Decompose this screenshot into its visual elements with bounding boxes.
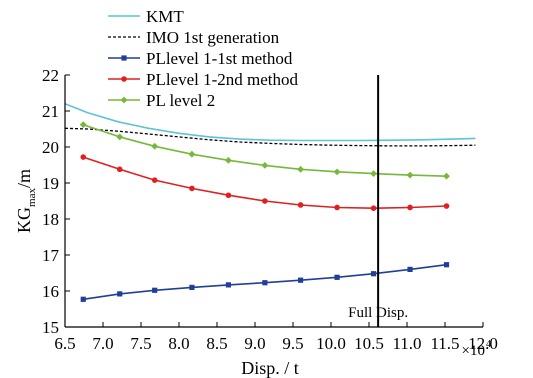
- series-1: [64, 103, 476, 142]
- data-point-marker: [334, 274, 340, 280]
- data-point-marker: [407, 204, 413, 211]
- x-tick-label: 9.0: [244, 334, 265, 353]
- data-point-marker: [297, 202, 304, 208]
- legend-item: KMT: [108, 7, 184, 26]
- y-tick-label: 18: [42, 210, 59, 229]
- y-tick-label: 19: [42, 174, 59, 193]
- data-point-marker: [225, 156, 232, 164]
- legend-item: PL level 2: [108, 91, 215, 110]
- series-4: [80, 154, 450, 211]
- data-point-marker: [443, 203, 450, 209]
- data-point-marker: [80, 154, 87, 160]
- x-tick-label: 11.5: [430, 334, 459, 353]
- series-2: [64, 127, 476, 147]
- x-tick-label: 12.0: [468, 334, 498, 353]
- legend-label: PL level 2: [146, 91, 215, 110]
- y-tick-label: 16: [42, 282, 59, 301]
- y-tick-label: 15: [42, 318, 59, 337]
- data-point-marker: [116, 166, 123, 173]
- legend-label: IMO 1st generation: [146, 28, 280, 47]
- series-3: [80, 262, 450, 302]
- full-disp-reference: Full Disp.: [348, 75, 408, 327]
- data-point-marker: [225, 282, 231, 288]
- data-point-marker: [370, 205, 377, 211]
- x-axis-label: Disp. / t: [241, 358, 299, 378]
- y-tick-label: 20: [42, 138, 59, 157]
- x-tick-label: 7.0: [92, 334, 113, 353]
- data-point-marker: [151, 142, 159, 150]
- data-point-marker: [333, 168, 341, 176]
- x-tick-label: 11.0: [392, 334, 421, 353]
- series-line: [64, 103, 476, 142]
- data-point-marker: [151, 177, 158, 183]
- data-point-marker: [189, 284, 195, 290]
- y-label-main: KG: [14, 207, 34, 233]
- data-point-marker: [80, 296, 86, 302]
- data-point-marker: [116, 133, 124, 141]
- series-layer: [64, 103, 476, 302]
- full-disp-label: Full Disp.: [348, 305, 408, 321]
- data-point-marker: [334, 204, 340, 211]
- y-label-unit: /m: [14, 169, 34, 188]
- data-point-marker: [152, 287, 158, 293]
- data-point-marker: [79, 121, 87, 129]
- x-scale-exponent: 4: [486, 339, 491, 350]
- data-point-marker: [189, 185, 195, 192]
- legend-label: KMT: [146, 7, 184, 26]
- data-point-marker: [443, 172, 450, 180]
- x-tick-label: 10.5: [354, 334, 384, 353]
- data-point-marker: [370, 170, 377, 178]
- svg-text:KGmax/m: KGmax/m: [14, 169, 38, 233]
- y-label-sub: max: [26, 188, 38, 207]
- x-tick-label: 10.0: [316, 334, 346, 353]
- legend-label: PLlevel 1-1st method: [146, 49, 293, 68]
- x-tick-label: 6.5: [54, 334, 75, 353]
- legend: KMT IMO 1st generation PLlevel 1-1st metho…: [108, 7, 299, 110]
- legend-item: PLlevel 1-2nd method: [108, 70, 299, 89]
- legend-item: PLlevel 1-1st method: [108, 49, 293, 68]
- x-tick-label: 8.5: [206, 334, 227, 353]
- y-tick-label: 17: [42, 246, 60, 265]
- data-point-marker: [261, 161, 269, 169]
- data-point-marker: [370, 271, 377, 277]
- data-point-marker: [297, 165, 304, 173]
- data-point-marker: [117, 291, 123, 297]
- data-point-marker: [407, 266, 413, 272]
- data-point-marker: [121, 55, 127, 61]
- data-point-marker: [262, 198, 268, 204]
- y-tick-label: 21: [42, 102, 59, 121]
- ticks: 6.5 7.0 7.5 8.0 8.5 9.0 9.5 10.0 10.5 11.0 11.5 12.…: [42, 66, 498, 353]
- legend-label: PLlevel 1-2nd method: [146, 70, 299, 89]
- data-point-marker: [225, 192, 232, 199]
- data-point-marker: [120, 96, 128, 104]
- series-5: [79, 121, 450, 180]
- x-tick-label: 8.0: [168, 334, 189, 353]
- x-tick-label: 7.5: [130, 334, 151, 353]
- y-tick-label: 22: [42, 66, 59, 85]
- data-point-marker: [121, 76, 127, 82]
- x-tick-label: 9.5: [282, 334, 303, 353]
- data-point-marker: [443, 262, 450, 268]
- data-point-marker: [262, 280, 268, 286]
- x-scale-note: ×10: [462, 343, 485, 359]
- legend-item: IMO 1st generation: [108, 28, 280, 47]
- series-line: [64, 127, 476, 147]
- y-axis-label: KGmax/m: [14, 169, 38, 233]
- data-point-marker: [188, 150, 196, 158]
- data-point-marker: [406, 171, 414, 179]
- data-point-marker: [298, 277, 304, 283]
- axes: [64, 75, 483, 328]
